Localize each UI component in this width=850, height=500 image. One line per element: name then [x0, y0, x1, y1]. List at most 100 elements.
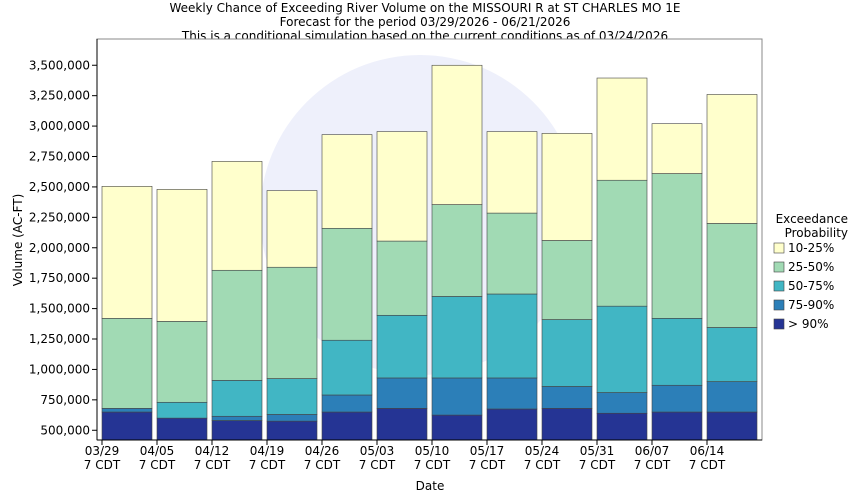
bar-segment [651, 123, 703, 174]
bar-segment [541, 133, 593, 241]
bar-segment [101, 186, 153, 319]
bar-segment [266, 378, 318, 415]
chart-title: Weekly Chance of Exceeding River Volume … [169, 1, 680, 15]
bar-segment [431, 377, 483, 416]
x-tick-label: 04/12 7 CDT [193, 444, 231, 472]
bar-segment [706, 327, 758, 382]
bar-segment [541, 408, 593, 441]
bar-segment [486, 377, 538, 410]
y-tick-label: 1,500,000 [29, 302, 90, 316]
bar-segment [706, 381, 758, 413]
bar-segment [376, 131, 428, 242]
bar-segment [321, 227, 373, 341]
bar-segment [706, 223, 758, 328]
bar-segment [101, 411, 153, 441]
bar-segment [156, 401, 208, 419]
bar-segment [266, 414, 318, 422]
bar-segment [266, 420, 318, 441]
y-tick-label: 3,250,000 [29, 89, 90, 103]
bar-segment [101, 318, 153, 409]
bar-segment [101, 408, 153, 413]
legend-label: 50-75% [788, 279, 834, 293]
bar-segment [596, 392, 648, 414]
bar-segment [211, 380, 263, 417]
bar-segment [651, 384, 703, 413]
x-tick-label: 05/03 7 CDT [358, 444, 396, 472]
y-tick-label: 1,250,000 [29, 332, 90, 346]
bar-segment [486, 293, 538, 379]
chart-title: Forecast for the period 03/29/2026 - 06/… [280, 15, 571, 29]
bar-segment [376, 240, 428, 316]
legend-label: 75-90% [788, 298, 834, 312]
bar-segment [596, 412, 648, 441]
legend-label: > 90% [788, 317, 829, 331]
bar-segment [376, 408, 428, 441]
y-tick-label: 2,000,000 [29, 241, 90, 255]
bar-segment [211, 420, 263, 441]
x-tick-label: 04/26 7 CDT [303, 444, 341, 472]
x-tick-label: 05/10 7 CDT [413, 444, 451, 472]
y-tick-label: 1,750,000 [29, 271, 90, 285]
bar-segment [266, 190, 318, 268]
bar-segment [651, 173, 703, 319]
bar-segment [376, 314, 428, 379]
bar-segment [321, 411, 373, 441]
x-axis-label: Date [416, 479, 445, 493]
bar-segment [431, 296, 483, 379]
bar-segment [156, 189, 208, 322]
bar-segment [706, 94, 758, 224]
y-tick-label: 750,000 [40, 393, 90, 407]
y-tick-label: 3,000,000 [29, 119, 90, 133]
bar-segment [486, 408, 538, 441]
legend-label: 10-25% [788, 241, 834, 255]
bar-segment [596, 77, 648, 181]
bar-segment [486, 212, 538, 295]
bar-segment [596, 179, 648, 307]
y-tick-label: 500,000 [40, 423, 90, 437]
x-tick-label: 05/17 7 CDT [468, 444, 506, 472]
bar-segment [541, 386, 593, 409]
bar-segment [651, 411, 703, 441]
x-tick-label: 05/24 7 CDT [523, 444, 561, 472]
legend-swatch [773, 280, 785, 292]
bar-segment [706, 411, 758, 441]
bar-segment [156, 417, 208, 441]
legend-title: Exceedance Probability [775, 212, 848, 240]
x-tick-label: 04/05 7 CDT [138, 444, 176, 472]
bar-segment [431, 414, 483, 441]
bar-segment [211, 415, 263, 421]
x-tick-label: 04/19 7 CDT [248, 444, 286, 472]
bar-segment [431, 204, 483, 297]
legend-swatch [773, 299, 785, 311]
x-tick-label: 06/07 7 CDT [633, 444, 671, 472]
bar-segment [541, 319, 593, 387]
legend-swatch [773, 318, 785, 330]
bar-segment [431, 64, 483, 205]
x-tick-label: 06/14 7 CDT [688, 444, 726, 472]
y-tick-label: 2,500,000 [29, 180, 90, 194]
bar-segment [266, 266, 318, 379]
y-tick-label: 1,000,000 [29, 362, 90, 376]
bar-segment [211, 269, 263, 381]
bar-segment [156, 321, 208, 403]
legend-swatch [773, 261, 785, 273]
bar-segment [541, 240, 593, 320]
y-tick-label: 2,750,000 [29, 150, 90, 164]
x-tick-label: 05/31 7 CDT [578, 444, 616, 472]
bar-segment [376, 377, 428, 409]
y-tick-label: 3,500,000 [29, 58, 90, 72]
bar-segment [321, 394, 373, 413]
bar-segment [321, 134, 373, 229]
bar-segment [596, 305, 648, 393]
y-axis-label: Volume (AC-FT) [11, 194, 25, 287]
y-tick-label: 2,250,000 [29, 210, 90, 224]
bar-segment [486, 131, 538, 214]
legend-swatch [773, 242, 785, 254]
bar-segment [651, 318, 703, 386]
bar-segment [321, 339, 373, 396]
legend-label: 25-50% [788, 260, 834, 274]
x-tick-label: 03/29 7 CDT [83, 444, 121, 472]
bar-segment [211, 161, 263, 271]
